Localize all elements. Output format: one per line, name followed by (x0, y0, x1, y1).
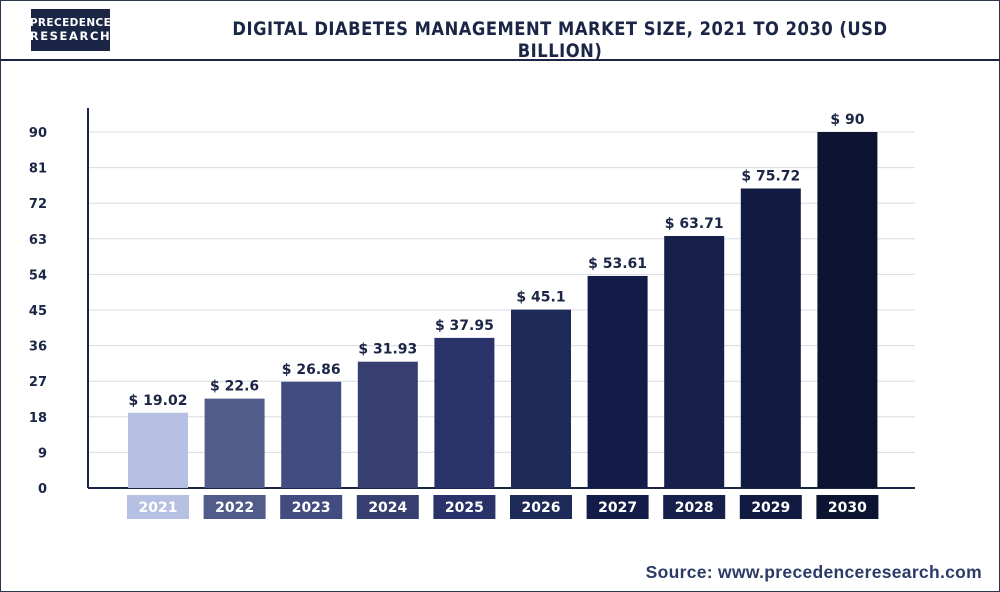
brand-logo-line1: PRECEDENCE (29, 16, 112, 29)
chart-title: DIGITAL DIABETES MANAGEMENT MARKET SIZE,… (232, 18, 888, 62)
bar (587, 275, 648, 488)
bar (204, 398, 265, 488)
bar-value-label: $ 19.02 (129, 393, 188, 409)
category-label-box (280, 495, 343, 519)
bar (357, 361, 418, 488)
category-label-box (739, 495, 802, 519)
x-tick-label: 2027 (598, 500, 637, 516)
category-label-box (433, 495, 496, 519)
bar-value-label: $ 53.61 (588, 256, 647, 272)
x-tick-label: 2023 (292, 500, 331, 516)
y-tick-label: 27 (29, 375, 47, 390)
category-label-box (127, 495, 189, 519)
bar-value-label: $ 31.93 (358, 342, 417, 358)
y-tick-label: 81 (29, 162, 47, 177)
x-tick-label: 2021 (139, 500, 178, 516)
y-tick-label: 18 (29, 411, 47, 426)
bar (128, 412, 188, 488)
y-tick-label: 9 (38, 446, 47, 461)
category-label-box (356, 495, 419, 519)
category-label-box (203, 495, 266, 519)
x-tick-label: 2028 (675, 500, 714, 516)
bar-value-label: $ 45.1 (516, 290, 565, 306)
x-tick-label: 2030 (828, 500, 867, 516)
category-label-box (816, 495, 879, 519)
y-tick-label: 45 (29, 304, 47, 319)
brand-logo: PRECEDENCE RESEARCH (29, 9, 112, 51)
y-tick-label: 0 (38, 482, 47, 497)
bar-value-label: $ 22.6 (210, 379, 259, 395)
y-tick-label: 72 (29, 197, 47, 212)
bar (511, 309, 571, 488)
y-tick-label: 63 (29, 233, 47, 248)
y-tick-label: 36 (29, 340, 47, 355)
bar (740, 188, 801, 488)
y-tick-label: 54 (29, 268, 47, 283)
bar (817, 132, 878, 488)
x-tick-label: 2024 (368, 500, 407, 516)
brand-logo-line2: RESEARCH (29, 29, 112, 43)
bar-value-label: $ 75.72 (741, 168, 800, 184)
category-label-box (586, 495, 649, 519)
source-credit: Source: www.precedenceresearch.com (645, 562, 982, 582)
y-tick-label: 90 (29, 126, 47, 141)
category-label-box (663, 495, 726, 519)
bar (434, 337, 495, 488)
bar-value-label: $ 90 (830, 112, 864, 128)
x-tick-label: 2029 (751, 500, 790, 516)
category-label-box (510, 495, 572, 519)
bar-value-label: $ 26.86 (282, 362, 341, 378)
header-divider (0, 59, 1000, 61)
bar-value-label: $ 37.95 (435, 318, 494, 334)
x-tick-label: 2025 (445, 500, 484, 516)
x-tick-label: 2022 (215, 500, 254, 516)
bar-value-label: $ 63.71 (665, 216, 724, 232)
header: PRECEDENCE RESEARCH DIGITAL DIABETES MAN… (0, 0, 1000, 62)
bar (281, 381, 342, 488)
bar (664, 235, 725, 488)
x-tick-label: 2026 (522, 500, 561, 516)
